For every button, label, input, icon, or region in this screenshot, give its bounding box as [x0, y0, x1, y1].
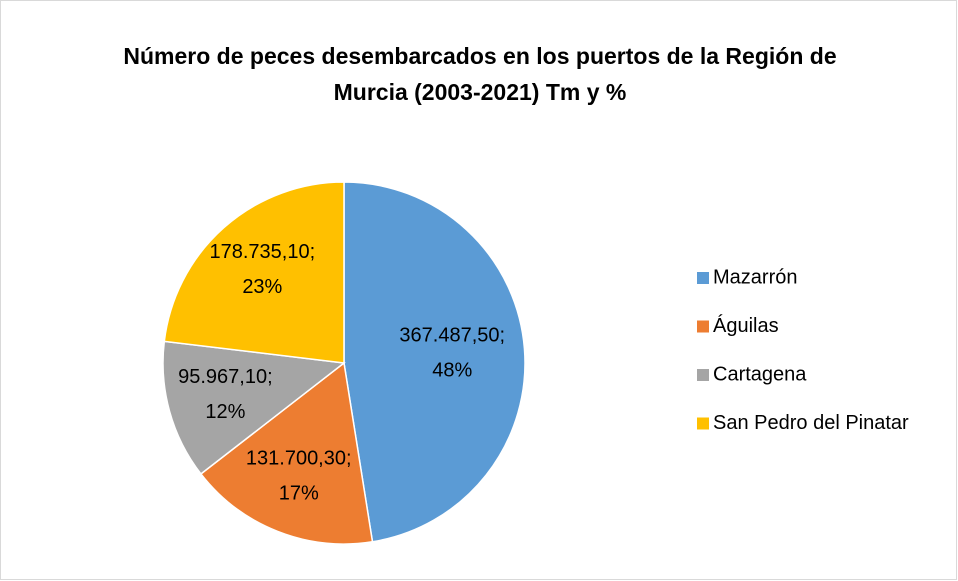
- data-label: 12%: [205, 401, 245, 423]
- pie-slice: [162, 340, 346, 475]
- data-label: 23%: [242, 276, 282, 298]
- data-label: 178.735,10;: [210, 241, 316, 263]
- legend-label: San Pedro del Pinatar: [713, 412, 909, 434]
- legend-swatch: [697, 272, 709, 284]
- legend-label: Cartagena: [713, 363, 807, 385]
- pie-slice: [163, 181, 345, 364]
- data-label: 131.700,30;: [246, 448, 352, 470]
- pie-slice: [343, 181, 526, 543]
- legend-label: Mazarrón: [713, 266, 797, 288]
- data-label: 95.967,10;: [178, 366, 273, 388]
- chart-title: Número de peces desembarcados en los pue…: [123, 43, 837, 105]
- legend-label: Águilas: [713, 314, 779, 337]
- legend-swatch: [697, 369, 709, 381]
- legend-swatch: [697, 417, 709, 430]
- legend-swatch: [697, 320, 709, 333]
- data-label: 367.487,50;: [399, 325, 505, 347]
- data-label: 48%: [432, 360, 472, 382]
- data-label: 17%: [279, 483, 319, 505]
- pie-slice: [199, 361, 374, 545]
